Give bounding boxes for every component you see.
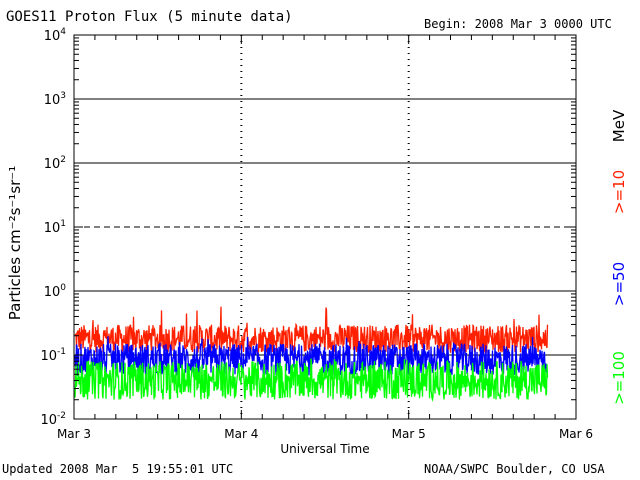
begin-date-label: Begin: 2008 Mar 3 0000 UTC — [424, 17, 612, 31]
y-tick-label: 100 — [44, 283, 67, 300]
reference-lines — [74, 98, 576, 356]
series-line — [74, 306, 549, 355]
x-tick-label: Mar 6 — [559, 427, 593, 441]
legend-entry: MeV — [610, 109, 628, 142]
y-axis-title: Particles cm⁻²s⁻¹sr⁻¹ — [6, 166, 24, 320]
y-tick-label: 10-2 — [40, 411, 66, 428]
series-group — [74, 306, 549, 402]
y-tick-labels: 10-2 10-1 100 101 102 103 104 — [40, 27, 66, 428]
legend: MeV >=10 >=50 >=100 — [610, 109, 628, 405]
y-tick-label: 104 — [44, 27, 67, 44]
axis-ticks — [73, 35, 577, 420]
y-tick-label: 10-1 — [40, 347, 66, 364]
x-tick-label: Mar 4 — [224, 427, 258, 441]
x-tick-label: Mar 3 — [57, 427, 91, 441]
source-credit: NOAA/SWPC Boulder, CO USA — [424, 462, 605, 476]
updated-timestamp: Updated 2008 Mar 5 19:55:01 UTC — [2, 462, 234, 476]
chart-title: GOES11 Proton Flux (5 minute data) — [6, 9, 293, 25]
x-tick-labels: Mar 3 Mar 4 Mar 5 Mar 6 — [57, 427, 593, 441]
x-axis-title: Universal Time — [280, 442, 369, 456]
y-tick-label: 102 — [44, 155, 66, 172]
y-tick-label: 103 — [44, 91, 66, 108]
x-tick-label: Mar 5 — [392, 427, 426, 441]
y-tick-label: 101 — [44, 219, 66, 236]
legend-entry: >=10 — [610, 170, 628, 214]
legend-entry: >=100 — [610, 351, 628, 405]
series-line — [74, 358, 549, 402]
legend-entry: >=50 — [610, 262, 628, 306]
day-divider-lines — [240, 35, 410, 419]
